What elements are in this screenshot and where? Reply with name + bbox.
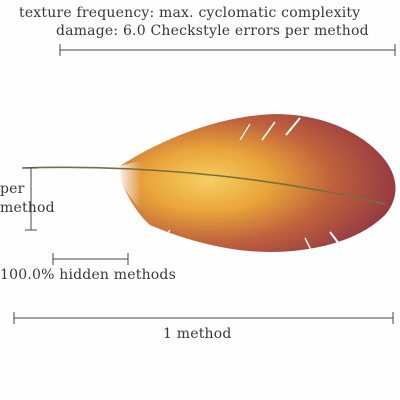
hidden-methods-scale-bar bbox=[52, 253, 129, 265]
damage-scale-bar bbox=[59, 44, 396, 56]
method-label: method bbox=[0, 200, 55, 216]
feather-shaft bbox=[21, 166, 386, 205]
damage-label: damage: 6.0 Checkstyle errors per method bbox=[56, 23, 369, 39]
feather-vane bbox=[120, 114, 396, 253]
hidden-methods-label: 100.0% hidden methods bbox=[0, 267, 176, 283]
width-scale-label: 1 method bbox=[163, 326, 232, 342]
per-method-scale-bar bbox=[25, 167, 37, 231]
texture-frequency-label: texture frequency: max. cyclomatic compl… bbox=[19, 5, 361, 21]
width-scale-bar bbox=[13, 312, 394, 324]
per-label: per bbox=[0, 181, 25, 197]
